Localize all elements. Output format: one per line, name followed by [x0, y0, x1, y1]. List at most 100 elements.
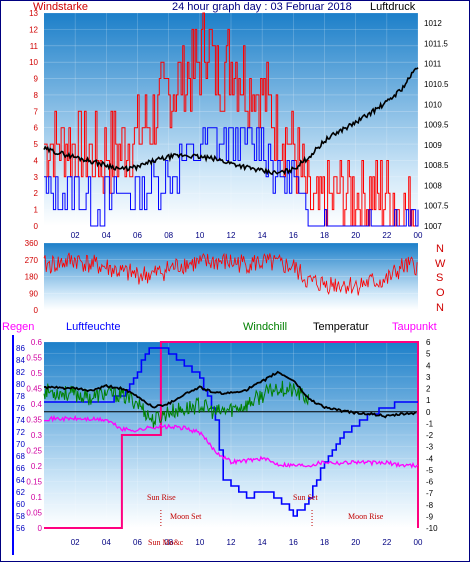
gust-series — [44, 127, 419, 227]
compass-o: O — [436, 287, 445, 299]
time-tick-label: 14 — [258, 231, 267, 240]
temp-tick-label: 3 — [426, 373, 431, 382]
humidity-tick-label: 78 — [16, 392, 25, 401]
pressure-tick-label: 1011 — [424, 60, 442, 69]
rain-series — [44, 341, 419, 529]
temp-humidity-series — [43, 341, 419, 529]
time-tick-label: 10 — [195, 231, 204, 240]
temp-tick-label: 1 — [426, 396, 431, 405]
rain-tick-label: 0.6 — [31, 338, 43, 347]
temp-tick-label: 0 — [426, 408, 431, 417]
time-tick-label: 22 — [382, 231, 391, 240]
temp-humidity-plot-area — [44, 342, 418, 528]
rain-tick-label: 0.25 — [26, 447, 42, 456]
legend-windchill: Windchill — [243, 321, 287, 333]
time-tick-label: 08 — [164, 538, 173, 547]
wind-tick-label: 5 — [34, 140, 39, 149]
rain-tick-label: 0.3 — [31, 431, 43, 440]
humidity-tick-label: 66 — [16, 464, 25, 473]
humidity-tick-label: 74 — [16, 416, 25, 425]
humidity-tick-label: 64 — [16, 476, 25, 485]
direction-tick-label: 270 — [25, 256, 39, 265]
pressure-tick-label: 1009 — [424, 141, 442, 150]
rain-tick-label: 0.55 — [26, 354, 42, 363]
pressure-tick-label: 1008 — [424, 181, 442, 190]
time-tick-label: 04 — [102, 538, 111, 547]
time-tick-label: 20 — [351, 231, 360, 240]
wind-direction-series — [43, 252, 418, 296]
humidity-tick-label: 60 — [16, 500, 25, 509]
sun-moon-mark-label: Sun Mo&c — [148, 538, 184, 547]
pressure-tick-label: 1009.5 — [424, 121, 449, 130]
rain-tick-label: 0.1 — [31, 493, 43, 502]
wind-direction-series — [43, 252, 418, 296]
wind-tick-label: 10 — [29, 58, 38, 67]
direction-tick-label: 360 — [25, 239, 39, 248]
sun-set-label: Sun Set — [293, 493, 318, 502]
humidity-tick-label: 62 — [16, 488, 25, 497]
humidity-tick-label: 70 — [16, 440, 25, 449]
wind-tick-label: 8 — [34, 91, 39, 100]
time-tick-label: 20 — [351, 538, 360, 547]
graph-day-title: 24 hour graph day : 03 Februar 2018 — [172, 1, 352, 13]
temp-tick-label: 4 — [426, 361, 431, 370]
time-tick-label: 16 — [289, 538, 298, 547]
time-axis-top: 02 04 06 08 10 12 14 16 18 20 22 00 — [71, 231, 423, 240]
humidity-tick-label: 68 — [16, 452, 25, 461]
wind-tick-label: 2 — [34, 189, 39, 198]
wind-pressure-series — [43, 12, 419, 227]
pressure-tick-label: 1011.5 — [424, 39, 448, 48]
moon-rise-label: Moon Rise — [348, 512, 384, 521]
pressure-series — [43, 67, 419, 176]
legend-luftfeuchte: Luftfeuchte — [66, 321, 120, 333]
legend-regen: Regen — [2, 321, 34, 333]
wind-tick-label: 4 — [34, 156, 39, 165]
time-tick-label: 16 — [289, 231, 298, 240]
pressure-tick-label: 1010 — [424, 100, 442, 109]
temp-tick-label: -6 — [426, 478, 434, 487]
rain-tick-label: 0.45 — [26, 385, 42, 394]
direction-tick-label: 90 — [29, 289, 38, 298]
wind-speed-series — [44, 12, 417, 227]
temp-tick-label: -10 — [426, 524, 438, 533]
rain-tick-label: 0.05 — [26, 509, 42, 518]
wind-direction-plot-area — [44, 243, 418, 310]
direction-tick-label: 180 — [25, 273, 39, 282]
legend-taupunkt: Taupunkt — [392, 321, 437, 333]
time-tick-label: 02 — [71, 231, 80, 240]
humidity-tick-label: 72 — [16, 428, 25, 437]
pressure-tick-label: 1007.5 — [424, 202, 449, 211]
wind-tick-label: 11 — [30, 42, 39, 51]
rain-tick-label: 0.2 — [31, 462, 43, 471]
legend-temperatur: Temperatur — [313, 321, 369, 333]
time-tick-label: 18 — [320, 231, 329, 240]
pressure-tick-label: 1007 — [424, 222, 442, 231]
rain-tick-label: 0.5 — [31, 369, 43, 378]
temp-tick-label: -7 — [426, 489, 434, 498]
compass-labels: N W S O N — [435, 243, 446, 314]
temp-tick-label: -4 — [426, 454, 434, 463]
humidity-tick-label: 80 — [16, 380, 25, 389]
wind-tick-label: 3 — [34, 173, 39, 182]
humidity-tick-label: 56 — [16, 524, 25, 533]
pressure-axis: 1007 1007.5 1008 1008.5 1009 1009.5 1010 1010.5… — [424, 19, 449, 231]
time-tick-label: 22 — [382, 538, 391, 547]
humidity-tick-label: 58 — [16, 512, 25, 521]
temp-tick-label: 5 — [426, 350, 431, 359]
temp-tick-label: 6 — [426, 338, 431, 347]
wind-direction-axis: 0 90 180 270 360 — [25, 239, 39, 315]
humidity-axis: 56 58 60 62 64 66 68 70 72 74 76 78 80 82 84 86 — [16, 344, 25, 533]
direction-tick-label: 0 — [34, 306, 39, 315]
time-tick-label: 02 — [71, 538, 80, 547]
luftdruck-title: Luftdruck — [370, 1, 416, 13]
temp-tick-label: -5 — [426, 466, 434, 475]
time-tick-label: 00 — [414, 538, 423, 547]
time-axis-bottom: 02 04 06 08 10 12 14 16 18 20 22 00 — [71, 538, 423, 547]
rain-tick-label: 0.35 — [26, 416, 42, 425]
time-tick-label: 12 — [227, 538, 236, 547]
humidity-tick-label: 84 — [16, 356, 25, 365]
time-tick-label: 10 — [195, 538, 204, 547]
time-tick-label: 06 — [133, 231, 142, 240]
time-tick-label: 14 — [258, 538, 267, 547]
